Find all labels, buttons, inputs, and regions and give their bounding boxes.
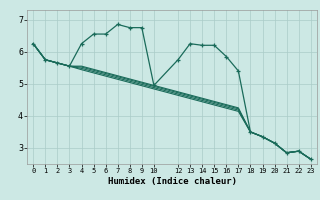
X-axis label: Humidex (Indice chaleur): Humidex (Indice chaleur) bbox=[108, 177, 236, 186]
